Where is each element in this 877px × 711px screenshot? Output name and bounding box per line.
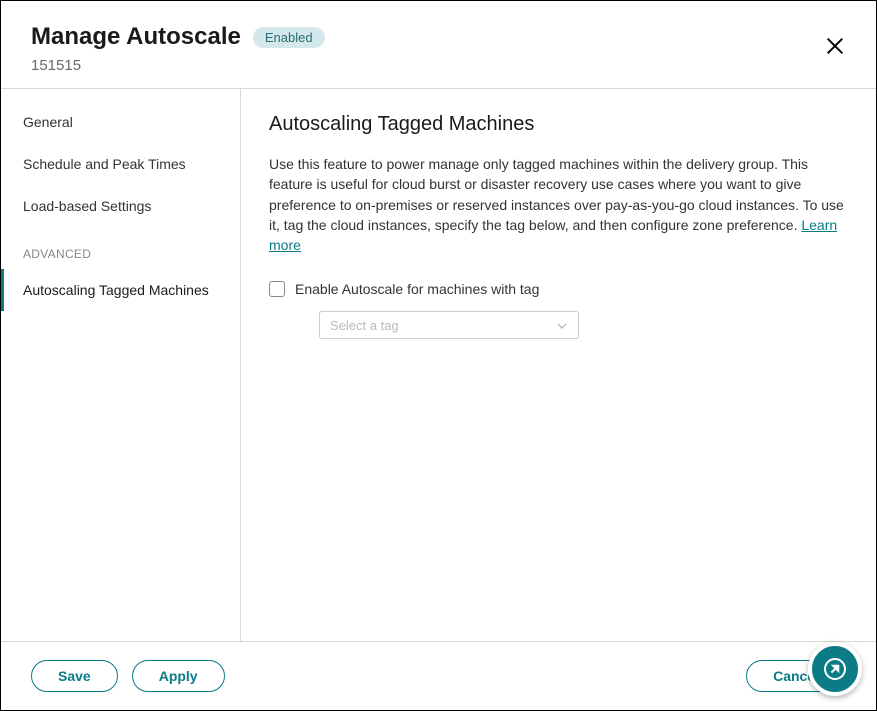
sidebar-item-general[interactable]: General xyxy=(1,101,240,143)
sidebar: General Schedule and Peak Times Load-bas… xyxy=(1,89,241,641)
page-title: Manage Autoscale xyxy=(31,23,241,51)
tag-select[interactable]: Select a tag xyxy=(319,311,579,339)
subtitle: 151515 xyxy=(31,57,846,74)
sidebar-item-load-based[interactable]: Load-based Settings xyxy=(1,185,240,227)
enable-autoscale-checkbox[interactable] xyxy=(269,281,285,297)
footer-left: Save Apply xyxy=(31,660,225,692)
close-icon[interactable] xyxy=(824,35,846,57)
floating-action-button[interactable] xyxy=(808,642,862,696)
chevron-down-icon xyxy=(556,319,568,331)
description: Use this feature to power manage only ta… xyxy=(269,154,848,255)
footer: Save Apply Cancel xyxy=(1,641,876,710)
checkbox-row: Enable Autoscale for machines with tag xyxy=(269,281,848,297)
sidebar-section-label: ADVANCED xyxy=(1,227,240,269)
select-container: Select a tag xyxy=(319,311,848,339)
header-title-row: Manage Autoscale Enabled xyxy=(31,23,846,51)
body: General Schedule and Peak Times Load-bas… xyxy=(1,89,876,641)
header: Manage Autoscale Enabled 151515 xyxy=(1,1,876,88)
description-text: Use this feature to power manage only ta… xyxy=(269,156,844,233)
main-content: Autoscaling Tagged Machines Use this fea… xyxy=(241,89,876,641)
sidebar-item-schedule[interactable]: Schedule and Peak Times xyxy=(1,143,240,185)
apply-button[interactable]: Apply xyxy=(132,660,225,692)
sidebar-item-autoscaling-tagged[interactable]: Autoscaling Tagged Machines xyxy=(1,269,240,311)
checkbox-label: Enable Autoscale for machines with tag xyxy=(295,281,539,297)
save-button[interactable]: Save xyxy=(31,660,118,692)
status-badge: Enabled xyxy=(253,27,325,48)
section-title: Autoscaling Tagged Machines xyxy=(269,113,848,136)
select-placeholder: Select a tag xyxy=(330,318,399,333)
